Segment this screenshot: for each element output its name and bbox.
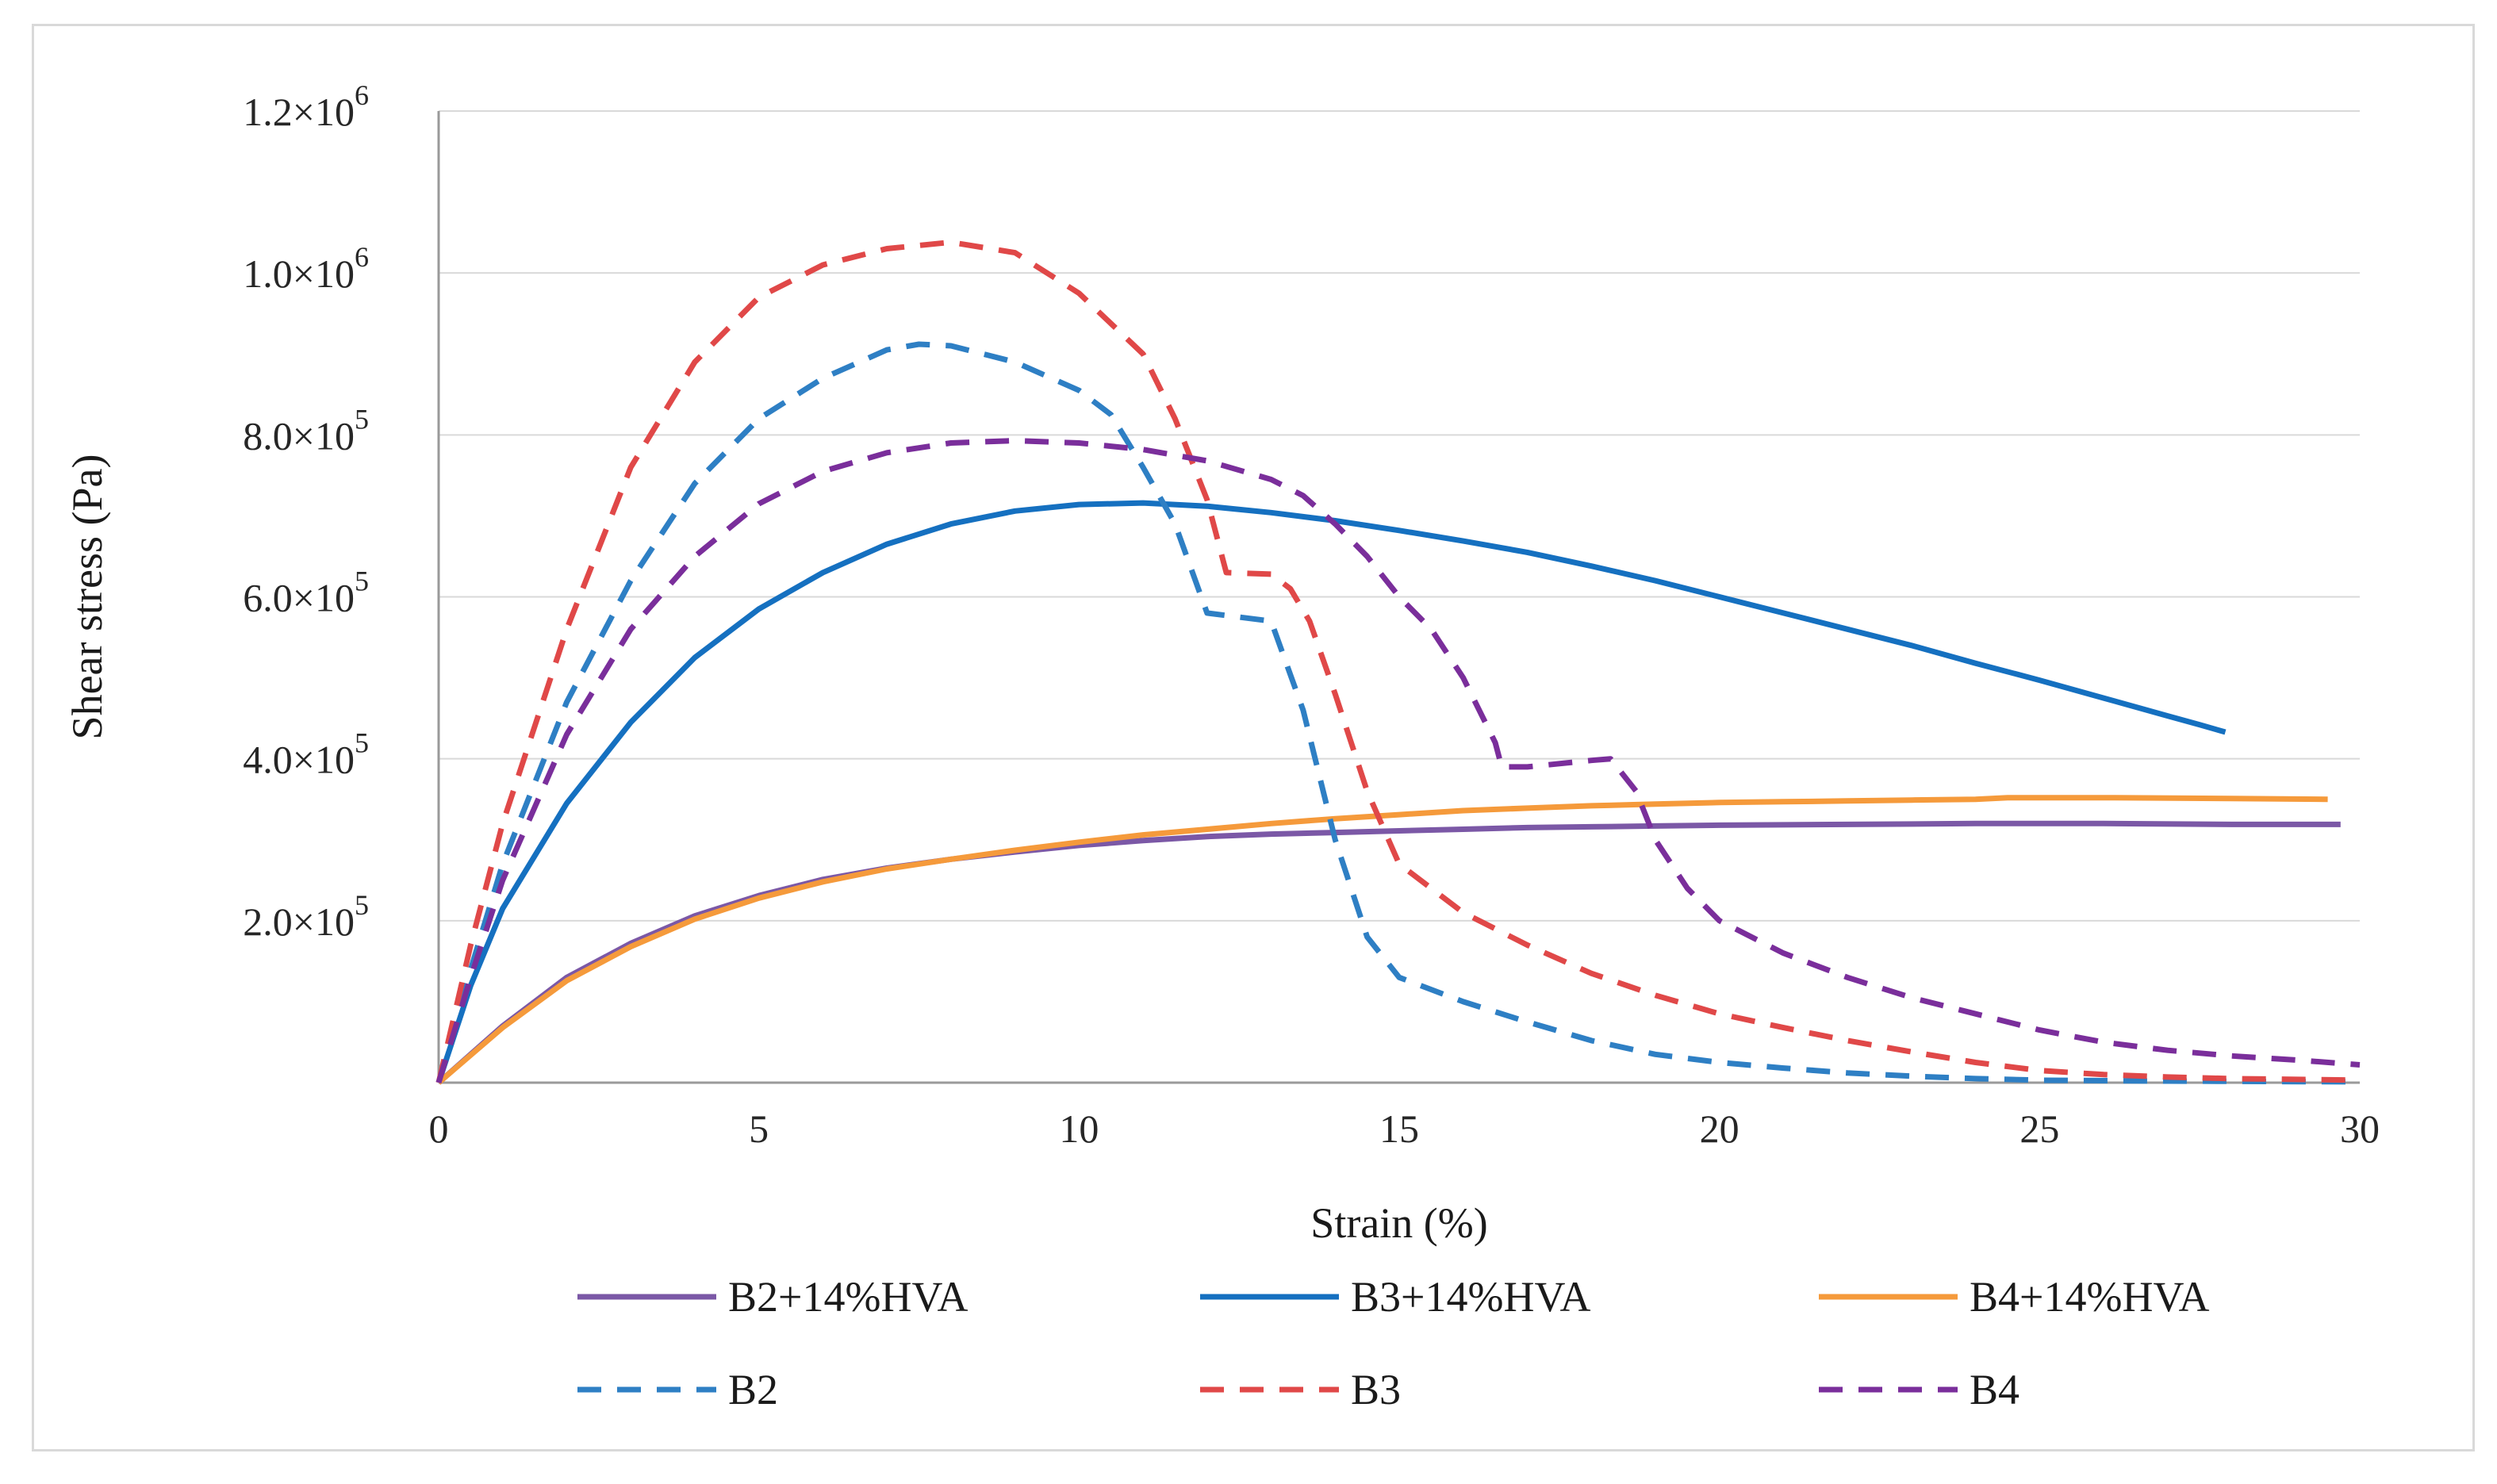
legend-item: B4+14%HVA <box>1819 1273 2209 1321</box>
x-tick-label: 5 <box>749 1106 769 1151</box>
x-tick-label: 30 <box>2340 1106 2380 1151</box>
series-line-b2-14-hva <box>436 820 2341 1085</box>
series-line-b4-14-hva <box>436 795 2328 1085</box>
legend-label: B2 <box>728 1366 778 1413</box>
legend-item: B3 <box>1200 1366 1401 1413</box>
x-tick-label: 10 <box>1059 1106 1099 1151</box>
y-tick-label: 2.0×105 <box>243 889 369 944</box>
y-tick-label: 8.0×105 <box>243 403 369 458</box>
y-tick-label: 6.0×105 <box>243 566 369 620</box>
y-tick-label: 1.0×106 <box>243 241 369 296</box>
y-tick-labels: 2.0×105 4.0×105 6.0×105 8.0×105 1.0×106 1.2×1… <box>243 79 369 944</box>
series-lines <box>435 239 2361 1085</box>
legend-item: B4 <box>1819 1366 2019 1413</box>
x-tick-labels: 0 5 10 15 20 25 30 <box>429 1106 2380 1151</box>
series-line-b3 <box>435 239 2361 1083</box>
legend: B2+14%HVA B3+14%HVA B4+14%HVA B2 B3 B4 <box>577 1273 2209 1413</box>
legend-item: B3+14%HVA <box>1200 1273 1590 1321</box>
gridlines <box>439 110 2360 922</box>
legend-label: B3+14%HVA <box>1351 1273 1590 1321</box>
x-tick-label: 20 <box>1700 1106 1739 1151</box>
y-tick-label: 4.0×105 <box>243 727 369 782</box>
series-line-b2 <box>435 341 2361 1085</box>
x-tick-label: 15 <box>1379 1106 1419 1151</box>
legend-item: B2+14%HVA <box>577 1273 968 1321</box>
legend-label: B2+14%HVA <box>728 1273 968 1321</box>
x-tick-label: 25 <box>2019 1106 2059 1151</box>
x-axis-title: Strain (%) <box>1310 1199 1487 1247</box>
legend-label: B4 <box>1970 1366 2019 1413</box>
legend-item: B2 <box>577 1366 778 1413</box>
series-line-b3-14-hva <box>435 500 2227 1084</box>
legend-label: B4+14%HVA <box>1970 1273 2209 1321</box>
x-tick-label: 0 <box>429 1106 449 1151</box>
legend-label: B3 <box>1351 1366 1401 1413</box>
series-line-b4 <box>435 438 2361 1084</box>
y-axis-title: Shear stress (Pa) <box>63 454 111 740</box>
y-tick-label: 1.2×106 <box>243 79 369 134</box>
